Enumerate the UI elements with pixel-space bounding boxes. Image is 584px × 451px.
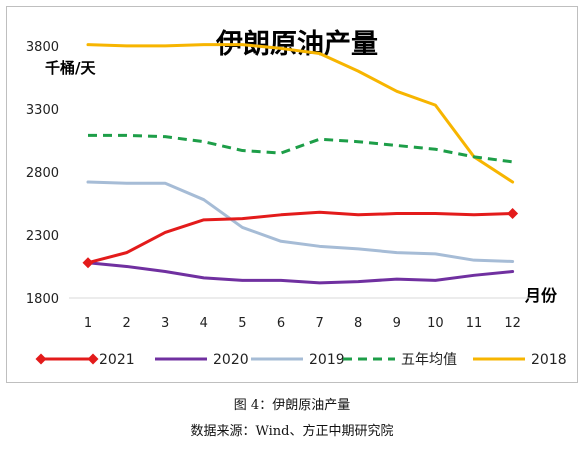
series-line-3 xyxy=(88,133,513,164)
legend: 2021 2020 2019 五年均值 2018 xyxy=(35,352,567,368)
legend-label: 2019 xyxy=(309,352,345,368)
x-tick-label: 6 xyxy=(277,316,285,331)
x-tick-label: 8 xyxy=(354,316,362,331)
figure-caption: 图 4：伊朗原油产量 xyxy=(233,398,351,413)
legend-marker xyxy=(35,353,47,365)
y-tick-label: 3300 xyxy=(26,103,59,118)
y-tick-label: 3800 xyxy=(26,40,59,55)
x-tick-label: 2 xyxy=(122,316,130,331)
source-caption: 数据来源：Wind、方正中期研究院 xyxy=(190,424,394,439)
legend-label: 2020 xyxy=(213,352,249,368)
x-tick-label: 10 xyxy=(427,316,444,331)
x-axis-label: 月份 xyxy=(524,286,558,305)
series-line-1 xyxy=(86,261,515,285)
x-tick-label: 7 xyxy=(315,316,323,331)
x-tick-label: 9 xyxy=(393,316,401,331)
series-marker xyxy=(82,257,94,269)
y-tick-label: 1800 xyxy=(26,292,59,307)
legend-label: 2021 xyxy=(99,352,135,368)
legend-marker xyxy=(87,353,99,365)
series-line-0 xyxy=(86,210,515,265)
x-tick-labels: 1 2 3 4 5 6 7 8 9 10 11 12 xyxy=(84,316,521,331)
x-tick-label: 3 xyxy=(161,316,169,331)
plot-lines xyxy=(82,43,519,285)
x-tick-label: 1 xyxy=(84,316,92,331)
series-line-4 xyxy=(86,43,515,184)
series-line-2 xyxy=(86,180,515,263)
series-marker xyxy=(507,208,519,220)
x-tick-label: 12 xyxy=(504,316,521,331)
y-tick-label: 2800 xyxy=(26,166,59,181)
x-tick-label: 4 xyxy=(200,316,208,331)
y-axis-label: 千桶/天 xyxy=(45,59,96,77)
y-tick-labels: 1800 2300 2800 3300 3800 xyxy=(26,40,59,307)
legend-label: 五年均值 xyxy=(401,352,457,368)
x-tick-label: 11 xyxy=(466,316,483,331)
y-tick-label: 2300 xyxy=(26,229,59,244)
x-tick-label: 5 xyxy=(238,316,246,331)
legend-label: 2018 xyxy=(531,352,567,368)
